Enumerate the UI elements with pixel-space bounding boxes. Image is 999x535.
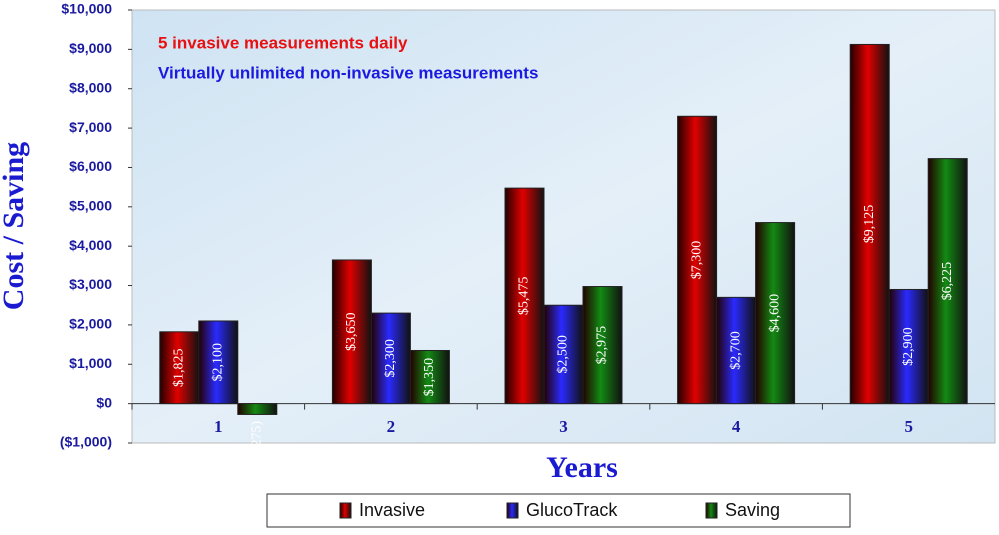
- annotation: 5 invasive measurements daily: [158, 33, 408, 52]
- bar: [677, 115, 718, 405]
- y-tick-label: $3,000: [69, 276, 112, 292]
- annotation: Virtually unlimited non-invasive measure…: [158, 63, 538, 82]
- y-tick-label: $10,000: [61, 1, 112, 17]
- value-label: ($275): [250, 421, 265, 459]
- value-label: $2,100: [211, 343, 226, 382]
- x-tick-label: 4: [732, 417, 741, 436]
- x-tick-label: 1: [214, 417, 223, 436]
- bar: [237, 403, 278, 415]
- x-axis-title: Years: [546, 451, 618, 484]
- value-label: $7,300: [689, 241, 704, 280]
- bar: [927, 158, 968, 405]
- y-tick-label: $5,000: [69, 198, 112, 214]
- y-tick-label: $8,000: [69, 79, 112, 95]
- bar: [849, 43, 890, 405]
- bar: [198, 320, 239, 405]
- y-tick-label: $7,000: [69, 119, 112, 135]
- value-label: $3,650: [344, 313, 359, 352]
- bar: [409, 349, 450, 405]
- y-tick-label: $6,000: [69, 158, 112, 174]
- value-label: $9,125: [862, 205, 877, 244]
- value-label: $4,600: [767, 294, 782, 333]
- y-tick-label: ($1,000): [60, 434, 112, 450]
- value-label: $2,500: [556, 335, 571, 374]
- bar: [504, 187, 545, 405]
- value-label: $2,700: [728, 331, 743, 370]
- bar: [331, 259, 372, 405]
- value-label: $2,900: [901, 327, 916, 366]
- x-tick-label: 5: [904, 417, 913, 436]
- bar: [888, 288, 929, 405]
- value-label: $5,475: [517, 277, 532, 316]
- legend-swatch: [705, 502, 718, 519]
- y-tick-label: $2,000: [69, 316, 112, 332]
- legend-label: GlucoTrack: [526, 500, 618, 520]
- value-label: $2,300: [383, 339, 398, 378]
- x-tick-label: 3: [559, 417, 568, 436]
- value-label: $1,350: [422, 358, 437, 397]
- y-axis-title: Cost / Saving: [0, 142, 30, 310]
- value-label: $6,225: [940, 262, 955, 301]
- bar: [543, 304, 584, 405]
- value-label: $2,975: [595, 326, 610, 365]
- value-label: $1,825: [172, 348, 187, 387]
- legend-swatch: [339, 502, 352, 519]
- x-tick-label: 2: [387, 417, 396, 436]
- y-tick-label: $1,000: [69, 355, 112, 371]
- legend-label: Invasive: [359, 500, 425, 520]
- y-tick-label: $9,000: [69, 40, 112, 56]
- legend-swatch: [506, 502, 519, 519]
- y-tick-label: $0: [96, 394, 112, 410]
- y-tick-label: $4,000: [69, 237, 112, 253]
- legend-label: Saving: [725, 500, 780, 520]
- legend: [266, 493, 851, 528]
- bar: [755, 222, 796, 405]
- bar: [582, 286, 623, 405]
